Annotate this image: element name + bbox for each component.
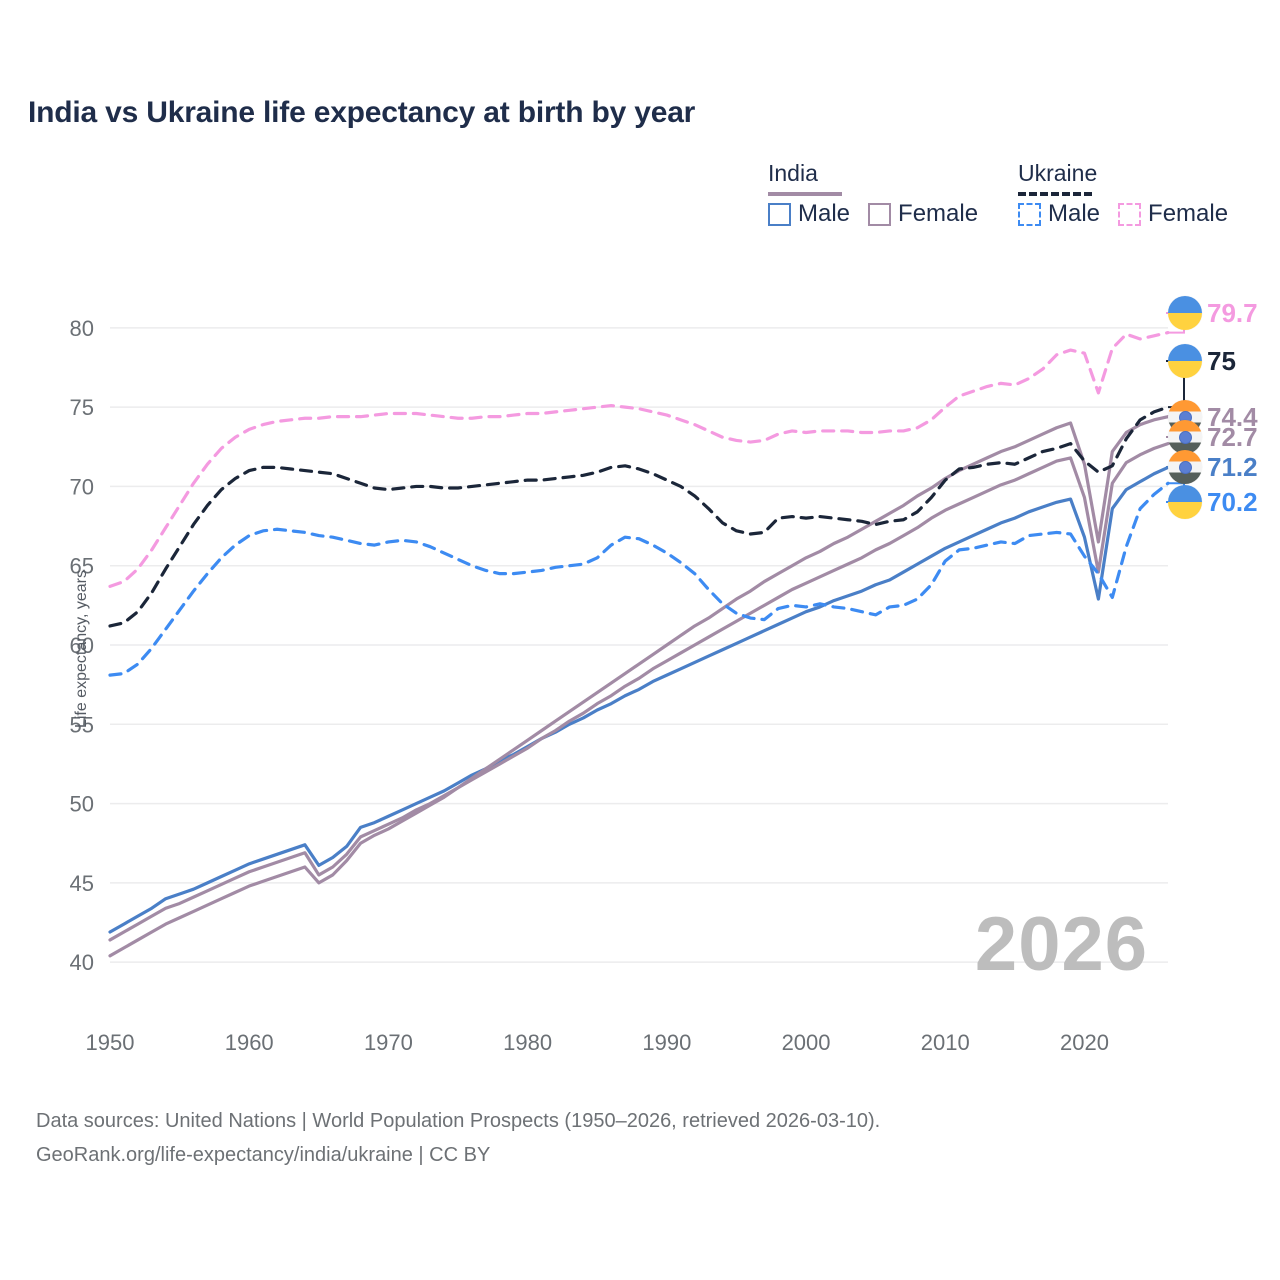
legend-rule-ukraine xyxy=(1018,192,1092,196)
ukraine-flag-icon xyxy=(1168,296,1202,330)
end-label-ukraine-total: 75 xyxy=(1168,344,1236,378)
y-tick-label: 60 xyxy=(70,633,94,658)
x-tick-label: 2000 xyxy=(782,1030,831,1055)
legend-swatch-india-male xyxy=(768,202,791,226)
legend-item-india-male[interactable]: Male xyxy=(768,200,850,228)
end-label-ukraine-male: 70.2 xyxy=(1168,485,1258,519)
legend-country-india: India xyxy=(768,160,818,186)
series-line-ukraine-total xyxy=(108,405,1170,628)
y-tick-label: 75 xyxy=(70,395,94,420)
footer-attribution: GeoRank.org/life-expectancy/india/ukrain… xyxy=(36,1144,491,1167)
legend-swatch-ukraine-male xyxy=(1018,202,1041,226)
series-line-ukraine-female xyxy=(108,331,1170,588)
end-label-value: 79.7 xyxy=(1207,297,1258,328)
ashoka-chakra-icon xyxy=(1178,460,1192,474)
legend-rule-india xyxy=(768,192,842,196)
legend-swatch-india-female xyxy=(868,202,892,226)
x-tick-label: 1950 xyxy=(86,1030,135,1055)
y-tick-label: 45 xyxy=(70,871,94,896)
legend-label-ukraine-male: Male xyxy=(1048,200,1101,227)
ukraine-flag-icon xyxy=(1168,485,1202,519)
x-tick-label: 1960 xyxy=(225,1030,274,1055)
end-label-ukraine-female: 79.7 xyxy=(1168,296,1258,330)
x-tick-label: 2010 xyxy=(921,1030,970,1055)
end-label-value: 70.2 xyxy=(1207,486,1258,517)
india-flag-icon xyxy=(1168,450,1202,484)
series-line-ukraine-male xyxy=(108,481,1170,677)
end-label-value: 75 xyxy=(1207,345,1236,376)
x-tick-label: 1990 xyxy=(642,1030,691,1055)
y-tick-label: 40 xyxy=(70,950,94,975)
legend-item-ukraine-female[interactable]: Female xyxy=(1118,200,1228,228)
y-tick-label: 65 xyxy=(70,554,94,579)
x-tick-label: 1980 xyxy=(503,1030,552,1055)
y-axis-label: Life expectancy, years xyxy=(73,570,90,729)
ashoka-chakra-icon xyxy=(1178,430,1192,444)
end-label-india-total: 72.7 xyxy=(1168,420,1258,454)
legend-item-india-female[interactable]: Female xyxy=(868,200,978,228)
legend-label-india-male: Male xyxy=(798,200,851,227)
ukraine-flag-icon xyxy=(1168,344,1202,378)
legend-swatch-ukraine-female xyxy=(1118,202,1142,226)
x-tick-label: 2020 xyxy=(1060,1030,1109,1055)
legend-item-ukraine-male[interactable]: Male xyxy=(1018,200,1100,228)
y-tick-label: 70 xyxy=(70,474,94,499)
legend-group-india: India Male Female xyxy=(768,160,978,227)
x-tick-label: 1970 xyxy=(364,1030,413,1055)
legend-label-india-female: Female xyxy=(898,200,979,227)
y-tick-label: 55 xyxy=(70,712,94,737)
legend-label-ukraine-female: Female xyxy=(1148,200,1229,227)
series-line-india-female xyxy=(108,415,1170,958)
year-watermark: 2026 xyxy=(974,902,1148,987)
series-end-labels: 79.7 75 74.4 72.7 71.2 70.2 xyxy=(1168,0,1280,1280)
end-label-value: 72.7 xyxy=(1207,421,1258,452)
y-tick-label: 50 xyxy=(70,792,94,817)
end-label-value: 74.4 xyxy=(1207,401,1258,432)
series-line-india-total xyxy=(108,442,1170,942)
chart-legend: India Male Female Ukraine Male xyxy=(760,160,1260,240)
series-line-india-male xyxy=(108,465,1170,934)
page-title: India vs Ukraine life expectancy at birt… xyxy=(28,96,696,129)
legend-group-ukraine: Ukraine Male Female xyxy=(1018,160,1228,227)
end-label-india-male: 71.2 xyxy=(1168,450,1258,484)
footer-data-sources: Data sources: United Nations | World Pop… xyxy=(36,1110,881,1132)
y-tick-label: 80 xyxy=(70,316,94,341)
end-label-value: 71.2 xyxy=(1207,451,1258,482)
legend-country-ukraine: Ukraine xyxy=(1018,160,1098,186)
chart-footer: Data sources: United Nations | World Pop… xyxy=(36,1104,880,1173)
india-flag-icon xyxy=(1168,420,1202,454)
